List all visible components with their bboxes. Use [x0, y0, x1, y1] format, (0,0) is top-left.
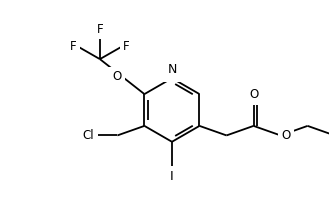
- Text: F: F: [123, 40, 130, 53]
- Text: Cl: Cl: [82, 129, 94, 142]
- Text: O: O: [112, 70, 121, 83]
- Text: F: F: [70, 40, 77, 53]
- Text: N: N: [167, 63, 177, 76]
- Text: F: F: [97, 23, 103, 36]
- Text: O: O: [281, 129, 291, 142]
- Text: O: O: [249, 88, 258, 101]
- Text: I: I: [170, 170, 174, 183]
